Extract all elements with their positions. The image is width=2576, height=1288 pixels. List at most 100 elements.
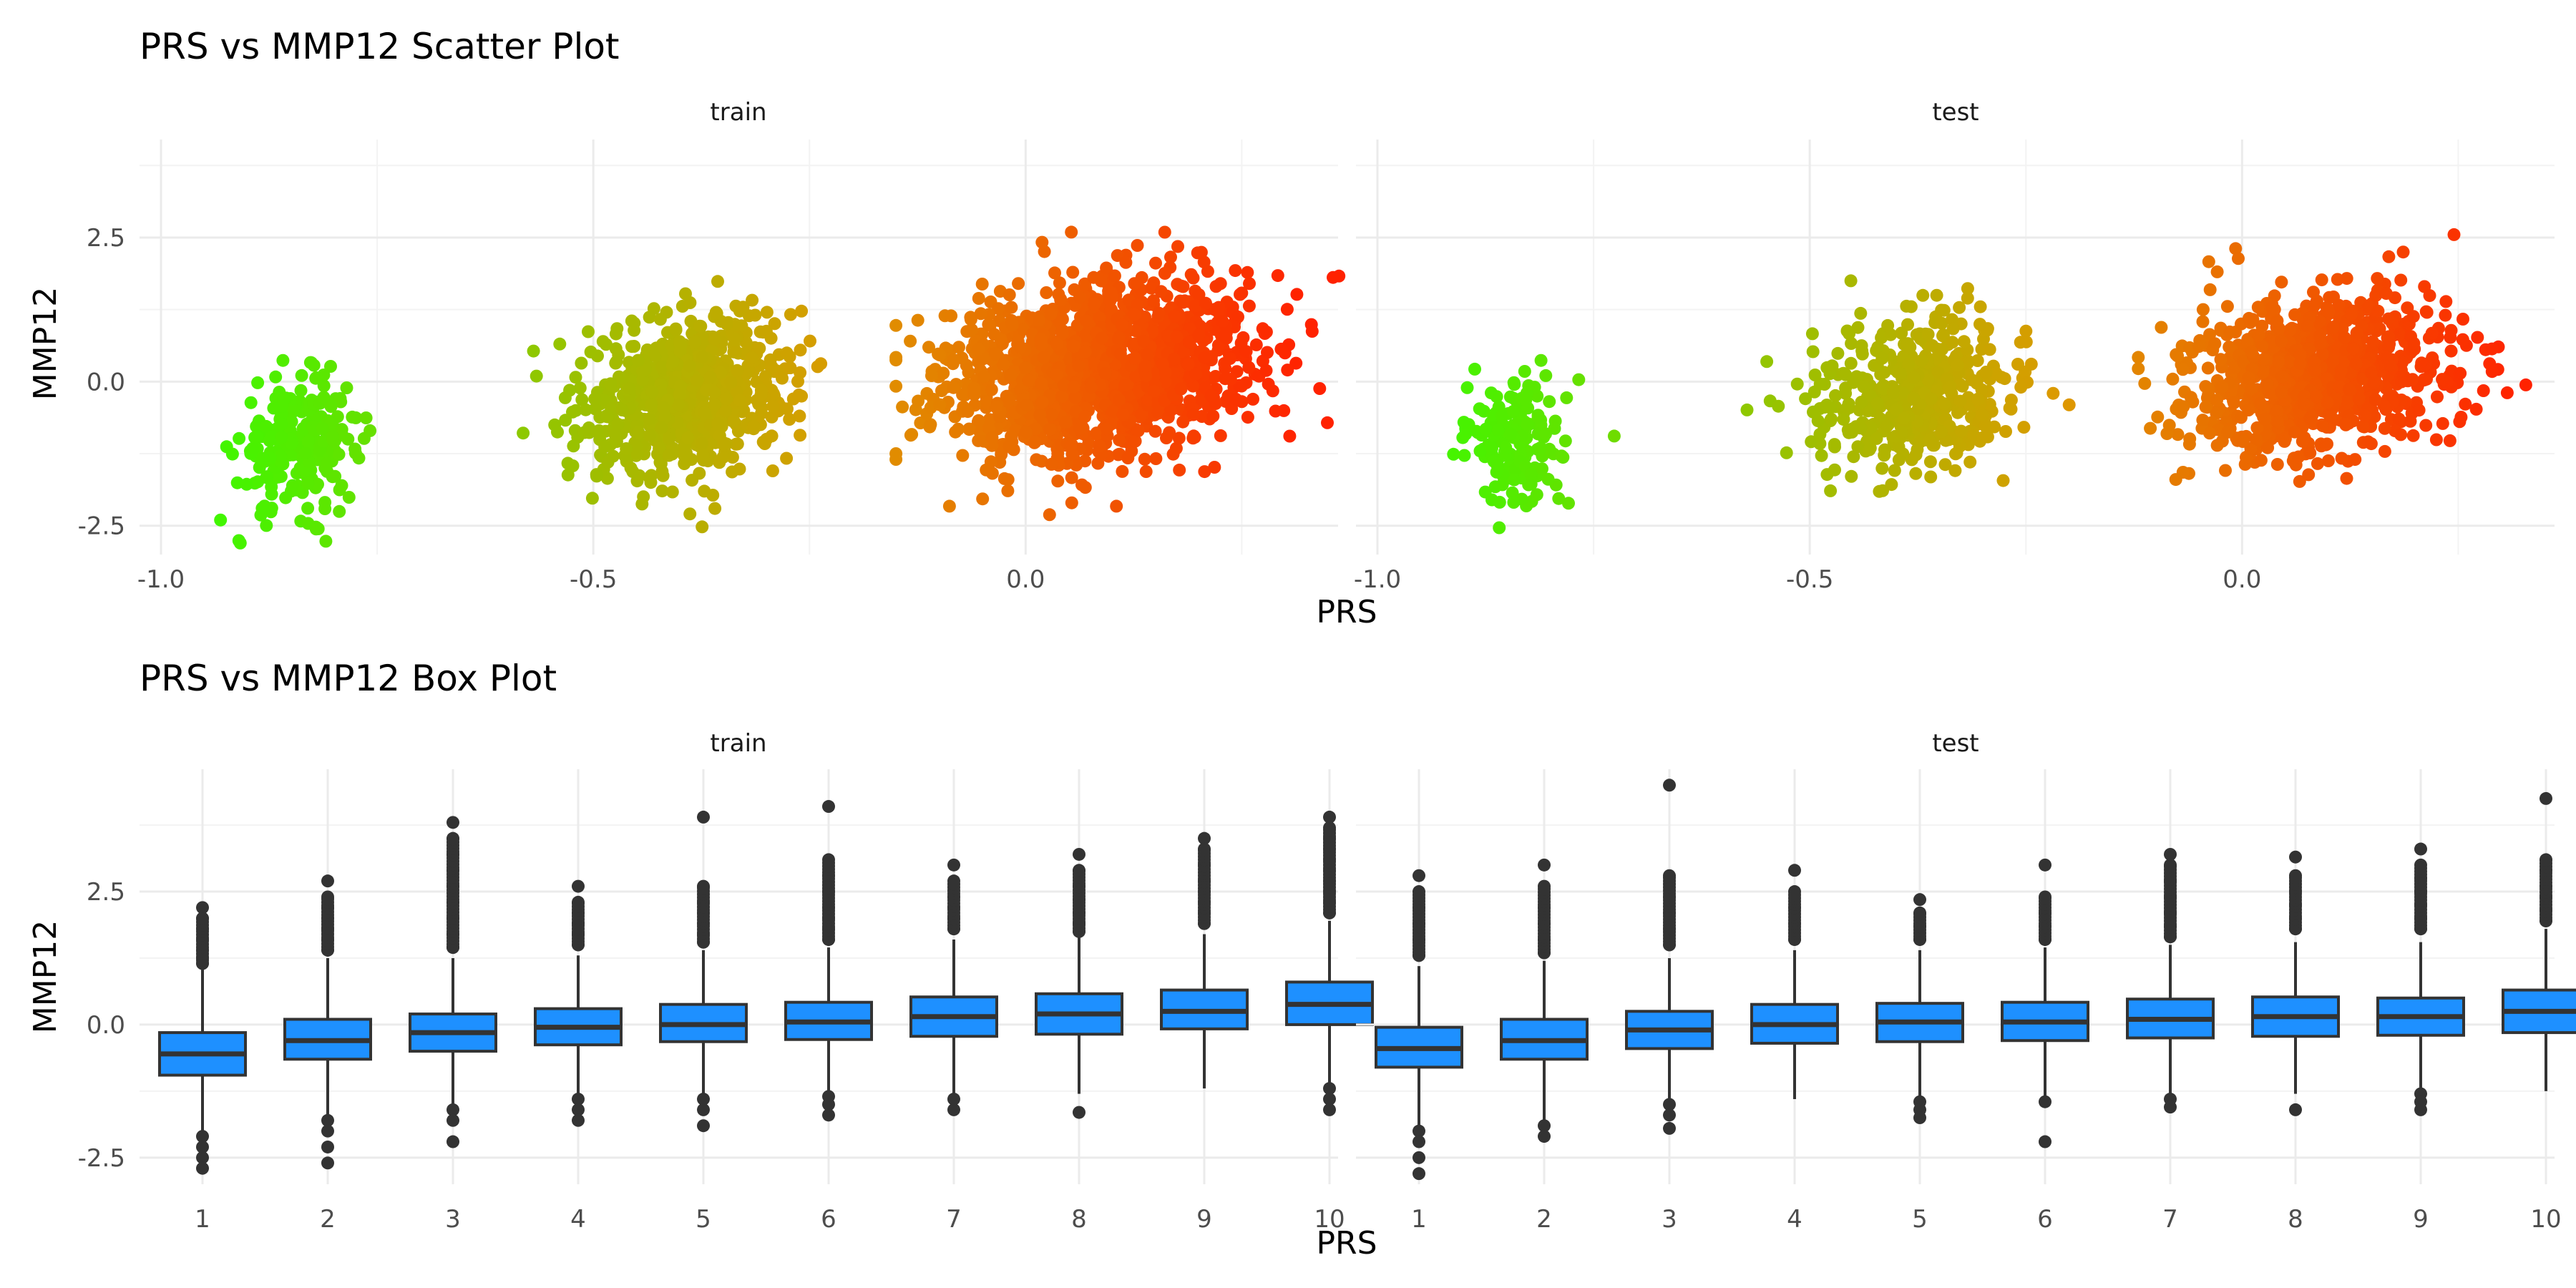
- scatter-point: [2192, 340, 2205, 353]
- scatter-point: [727, 414, 741, 428]
- box-outlier: [1788, 864, 1801, 877]
- scatter-point: [585, 492, 599, 505]
- scatter-point: [1048, 266, 1061, 280]
- scatter-x-axis-title: PRS: [1316, 594, 1377, 630]
- scatter-point: [1938, 397, 1951, 411]
- scatter-point: [2429, 433, 2443, 447]
- scatter-point: [1093, 311, 1106, 325]
- scatter-point: [610, 322, 624, 336]
- scatter-point: [1206, 409, 1220, 423]
- scatter-point: [2340, 472, 2353, 485]
- scatter-point: [972, 343, 985, 356]
- scatter-point: [905, 428, 919, 441]
- scatter-point: [246, 441, 259, 455]
- scatter-point: [1053, 276, 1066, 290]
- scatter-point: [2406, 429, 2420, 442]
- scatter-point: [962, 423, 976, 436]
- scatter-point: [1183, 336, 1196, 348]
- scatter-point: [332, 448, 346, 461]
- box-train-category-9: [1160, 831, 1249, 1089]
- scatter-point: [2447, 228, 2461, 241]
- scatter-point: [1740, 403, 1754, 416]
- scatter-point: [1896, 386, 1910, 400]
- box-outlier: [321, 874, 334, 888]
- scatter-test-x-tick-label: -0.5: [1786, 565, 1833, 594]
- scatter-point: [1780, 446, 1793, 459]
- scatter-point: [2371, 304, 2385, 318]
- scatter-point: [956, 449, 970, 462]
- scatter-point: [1080, 314, 1093, 328]
- scatter-point: [932, 347, 945, 361]
- scatter-point: [1983, 343, 1996, 356]
- scatter-point: [1895, 426, 1908, 439]
- scatter-point: [698, 406, 711, 419]
- box-test-x-tick-label: 2: [1536, 1205, 1552, 1234]
- scatter-point: [611, 417, 625, 431]
- scatter-point: [1087, 270, 1101, 284]
- scatter-point: [1459, 427, 1473, 441]
- scatter-point: [1079, 331, 1093, 344]
- scatter-point: [561, 468, 575, 482]
- scatter-point: [1249, 338, 1263, 351]
- box-plot-title: PRS vs MMP12 Box Plot: [140, 658, 557, 699]
- scatter-point: [2199, 400, 2212, 414]
- scatter-point: [2258, 412, 2272, 426]
- scatter-point: [2394, 428, 2408, 441]
- scatter-point: [1128, 351, 1141, 365]
- scatter-point: [2210, 439, 2224, 452]
- scatter-point: [1283, 429, 1297, 443]
- scatter-point: [2246, 313, 2260, 326]
- scatter-point: [1518, 365, 1531, 378]
- scatter-point: [1831, 346, 1845, 360]
- scatter-point: [1055, 390, 1068, 404]
- box-train-category-8: [1035, 847, 1123, 1119]
- scatter-point: [1040, 286, 1053, 299]
- scatter-point: [657, 401, 670, 415]
- scatter-point: [1022, 374, 1035, 387]
- scatter-point: [1560, 391, 1574, 404]
- scatter-point: [563, 384, 577, 397]
- box-outlier: [196, 1140, 209, 1153]
- scatter-point: [711, 417, 725, 430]
- scatter-point: [2477, 384, 2490, 397]
- box-outlier: [1413, 1124, 1425, 1138]
- scatter-point: [2308, 364, 2322, 377]
- scatter-point: [333, 483, 346, 497]
- scatter-point: [985, 467, 999, 480]
- scatter-point: [1815, 449, 1828, 462]
- scatter-point: [1068, 391, 1082, 404]
- scatter-point: [311, 477, 324, 491]
- scatter-point: [1496, 478, 1509, 492]
- scatter-point: [250, 430, 263, 444]
- scatter-point: [1158, 225, 1171, 239]
- scatter-point: [623, 381, 636, 395]
- scatter-point: [765, 429, 779, 443]
- scatter-point: [976, 492, 990, 506]
- box-outlier: [2164, 847, 2177, 861]
- scatter-point: [720, 317, 733, 331]
- scatter-point: [1963, 455, 1977, 469]
- scatter-point: [225, 447, 239, 461]
- scatter-point: [2352, 392, 2366, 406]
- scatter-point: [604, 377, 618, 391]
- scatter-point: [760, 306, 774, 319]
- scatter-point: [326, 430, 340, 444]
- box-outlier: [447, 1103, 459, 1116]
- scatter-point: [736, 301, 750, 314]
- scatter-point: [1174, 382, 1188, 396]
- scatter-point: [726, 465, 739, 479]
- scatter-point: [2202, 255, 2215, 268]
- scatter-point: [2381, 312, 2395, 326]
- scatter-point: [1167, 352, 1181, 366]
- scatter-point: [763, 353, 777, 366]
- box-test-category-7: [2126, 847, 2215, 1114]
- scatter-point: [708, 333, 722, 346]
- scatter-point: [745, 351, 758, 365]
- scatter-point: [610, 355, 623, 369]
- box-outlier: [947, 1093, 960, 1106]
- scatter-point: [2301, 319, 2314, 333]
- scatter-train-x-tick-label: 0.0: [1006, 565, 1045, 594]
- scatter-point: [630, 449, 643, 462]
- scatter-point: [669, 323, 683, 337]
- scatter-point: [674, 379, 688, 393]
